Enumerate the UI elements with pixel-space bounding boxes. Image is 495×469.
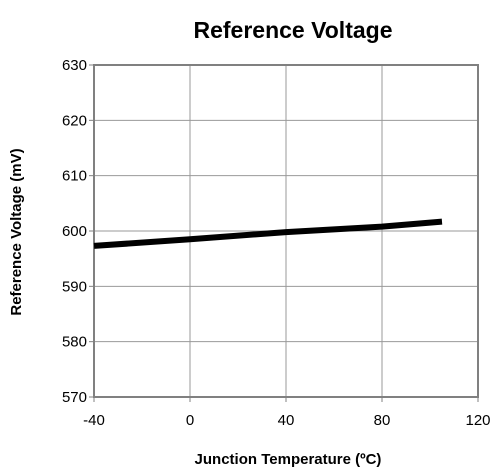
y-tick-label: 570 xyxy=(62,389,87,406)
y-tick-label: 590 xyxy=(62,278,87,295)
x-tick-label: 120 xyxy=(465,412,490,429)
y-tick-label: 610 xyxy=(62,168,87,185)
series-layer xyxy=(93,218,443,249)
x-axis-label: Junction Temperature (ºC) xyxy=(195,451,382,468)
y-tick-label: 630 xyxy=(62,57,87,74)
x-tick-label: 0 xyxy=(186,412,194,429)
x-tick-label: -40 xyxy=(83,412,105,429)
x-tick-label: 80 xyxy=(374,412,391,429)
axis-ticks: -40 0 40 80 120 570 580 590 600 610 620 630 xyxy=(62,57,491,429)
x-tick-label: 40 xyxy=(278,412,295,429)
y-tick-label: 620 xyxy=(62,112,87,129)
y-tick-label: 600 xyxy=(62,223,87,240)
y-axis-label: Reference Voltage (mV) xyxy=(8,148,25,315)
series-line xyxy=(93,218,443,249)
chart-title: Reference Voltage xyxy=(194,17,393,43)
y-tick-label: 580 xyxy=(62,334,87,351)
